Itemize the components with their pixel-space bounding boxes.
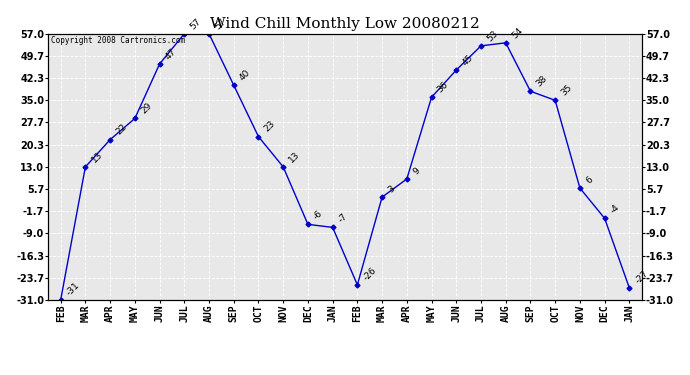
Text: 22: 22 xyxy=(115,123,128,137)
Text: 35: 35 xyxy=(560,83,574,98)
Text: 13: 13 xyxy=(90,150,104,164)
Text: 57: 57 xyxy=(188,16,203,31)
Text: Copyright 2008 Cartronics.com: Copyright 2008 Cartronics.com xyxy=(51,36,186,45)
Text: 13: 13 xyxy=(287,150,302,164)
Text: -4: -4 xyxy=(609,203,622,216)
Text: 29: 29 xyxy=(139,101,153,116)
Title: Wind Chill Monthly Low 20080212: Wind Chill Monthly Low 20080212 xyxy=(210,17,480,31)
Text: 53: 53 xyxy=(485,28,500,43)
Text: 57: 57 xyxy=(213,16,228,31)
Text: 3: 3 xyxy=(386,184,397,194)
Text: 36: 36 xyxy=(435,80,450,94)
Text: 47: 47 xyxy=(164,47,178,61)
Text: 9: 9 xyxy=(411,166,422,176)
Text: -7: -7 xyxy=(337,212,350,225)
Text: -26: -26 xyxy=(362,266,378,282)
Text: 6: 6 xyxy=(584,175,595,185)
Text: 38: 38 xyxy=(535,74,549,88)
Text: -6: -6 xyxy=(312,209,325,222)
Text: 54: 54 xyxy=(510,26,524,40)
Text: 45: 45 xyxy=(460,53,475,67)
Text: 23: 23 xyxy=(263,119,277,134)
Text: -31: -31 xyxy=(65,280,81,297)
Text: 40: 40 xyxy=(238,68,253,82)
Text: -27: -27 xyxy=(633,268,650,285)
